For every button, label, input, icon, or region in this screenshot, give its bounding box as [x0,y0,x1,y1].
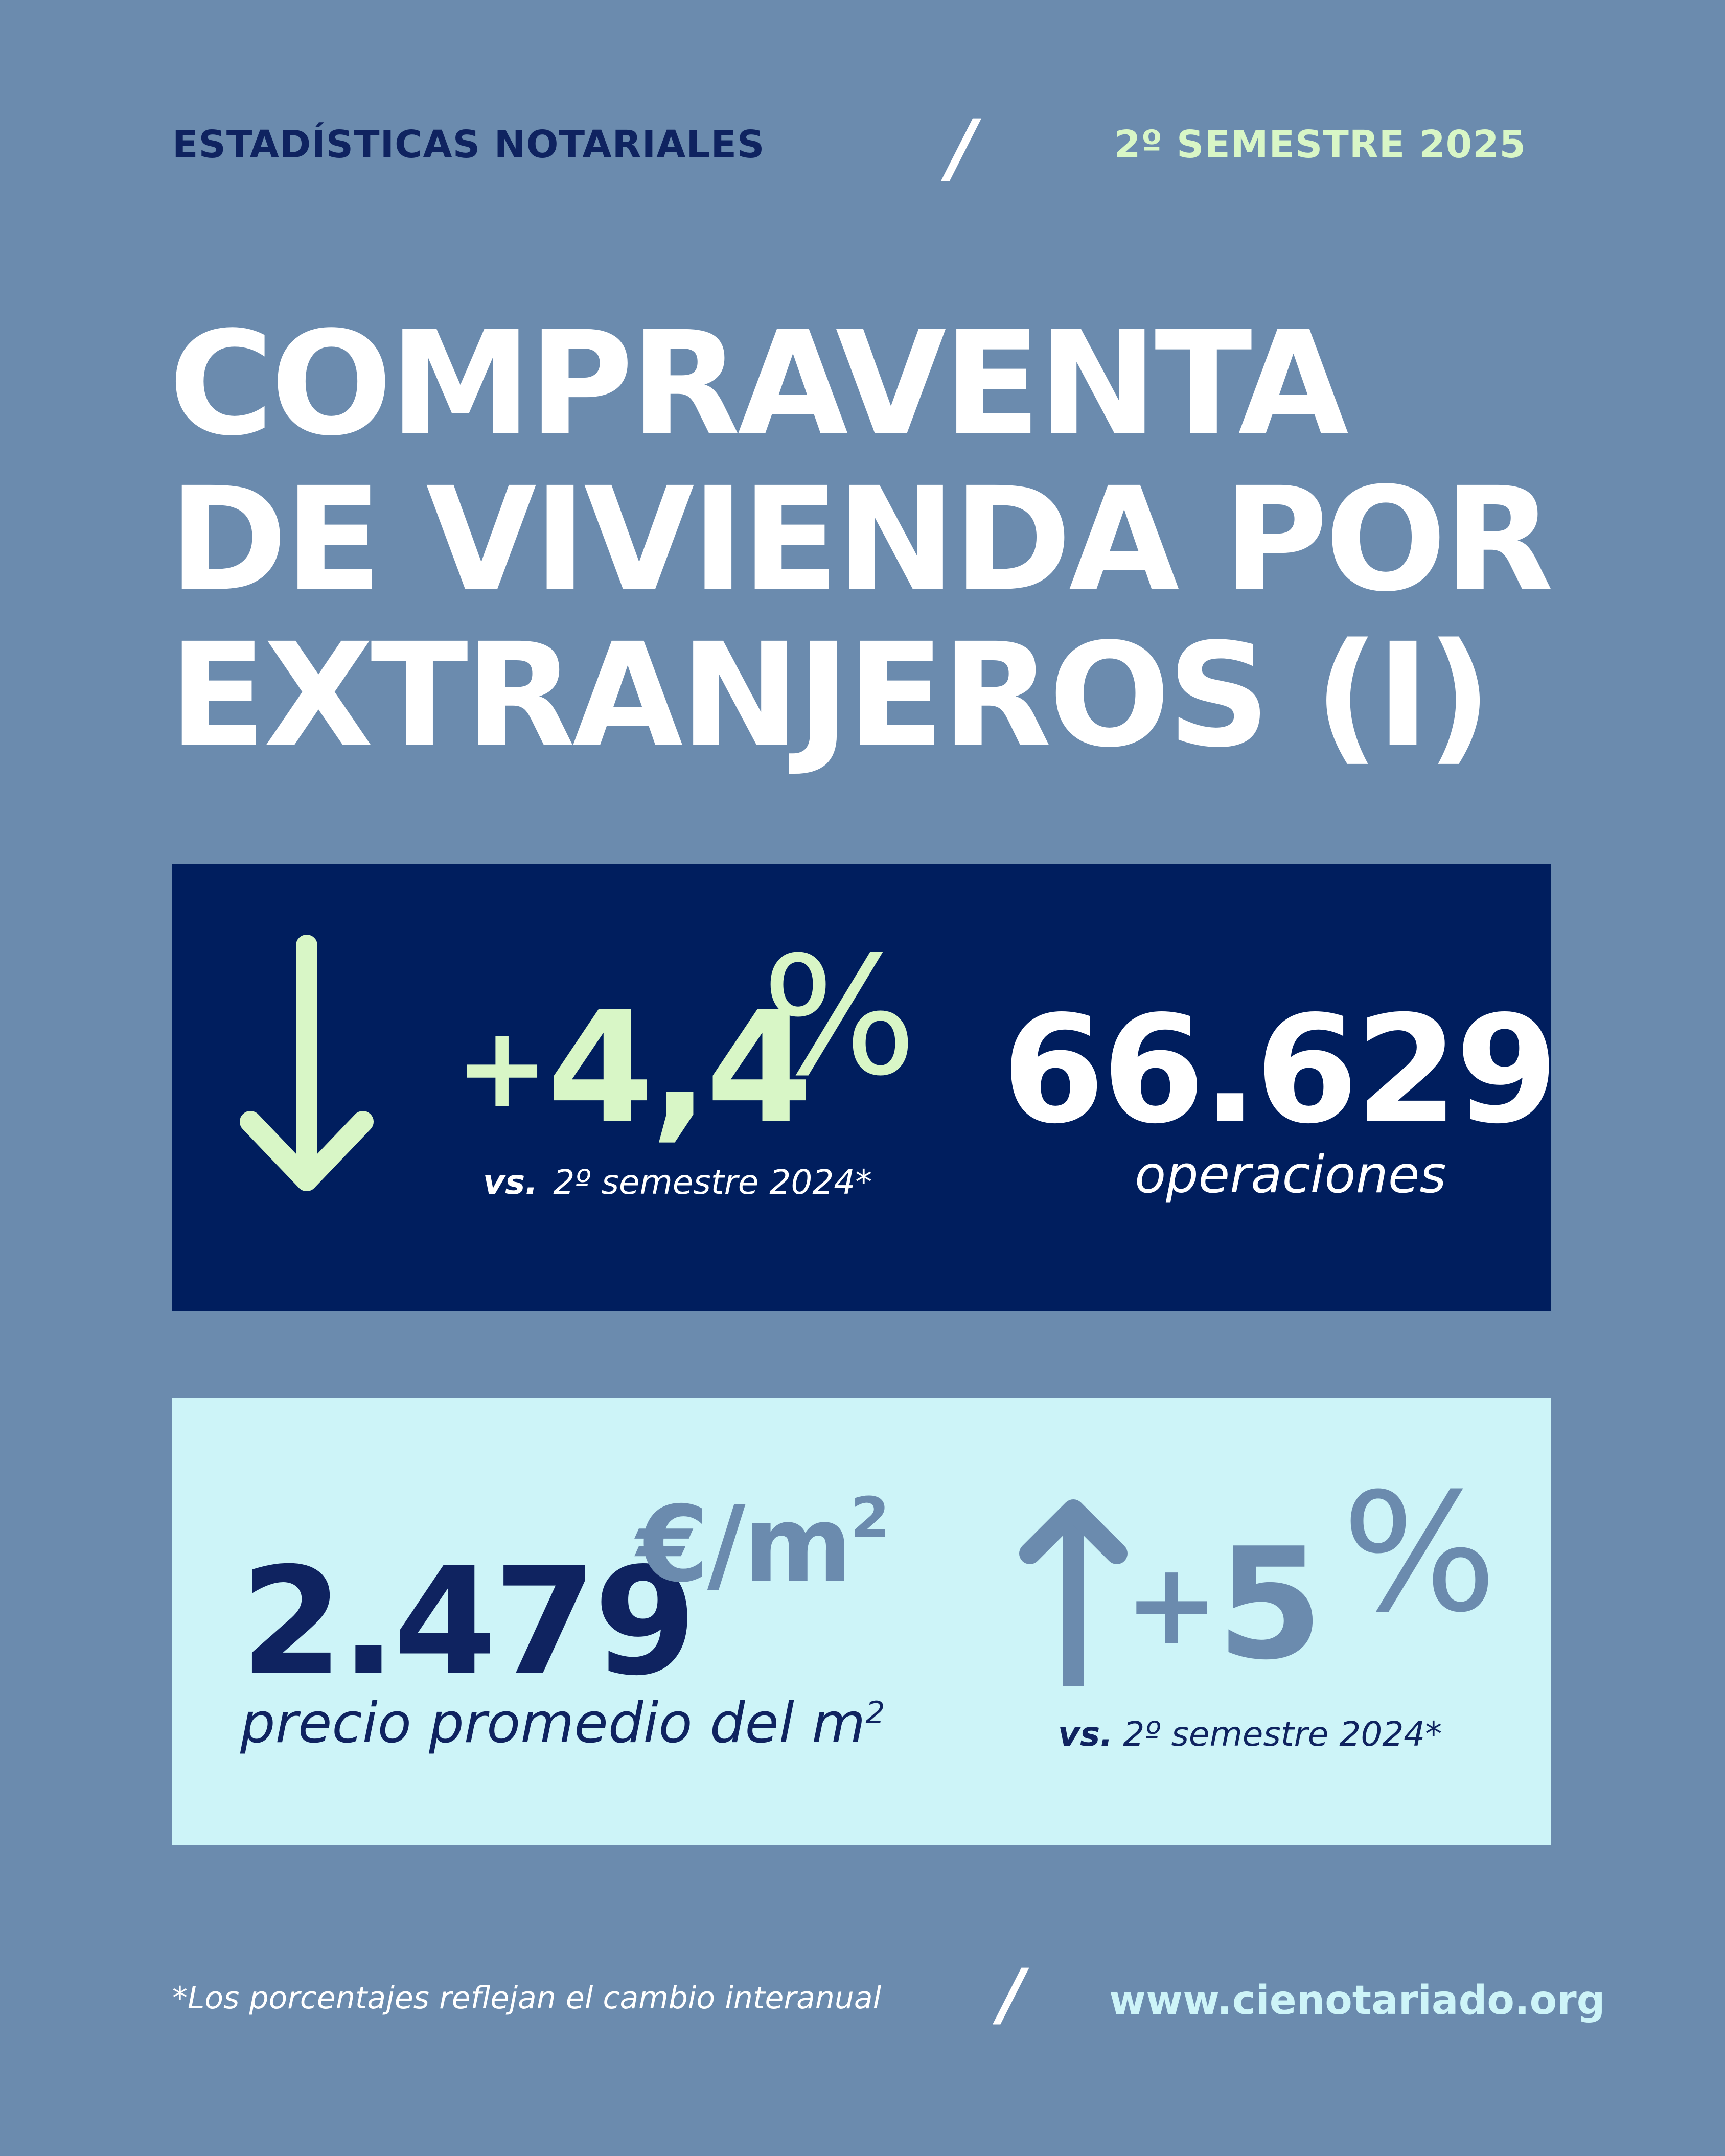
page-title: COMPRAVENTA DE VIVIENDA POR EXTRANJEROS … [169,307,1559,774]
header-period-label: 2º SEMESTRE 2025 [1114,123,1527,167]
price-comparison: vs. 2º semestre 2024* [1058,1714,1442,1754]
arrow-down-icon [240,935,374,1191]
header-separator: / [948,104,976,193]
operations-change-number: 4,4 [547,979,812,1157]
operations-comparison-text: 2º semestre 2024* [553,1163,872,1202]
price-percent-symbol: % [1342,1458,1498,1649]
price-comparison-prefix: vs. [1058,1714,1113,1754]
price-label: precio promedio del m2 [240,1691,885,1755]
price-label-exponent: 2 [865,1695,885,1731]
operations-comparison: vs. 2º semestre 2024* [483,1163,872,1202]
title-line-3: EXTRANJEROS (I) [169,613,1492,779]
price-value: 2.479 [240,1536,697,1708]
footer-separator: / [999,1954,1025,2034]
website-link[interactable]: www.cienotariado.org [1109,1978,1605,2024]
operations-change-sign: + [455,1002,549,1133]
price-unit-exponent: 2 [850,1485,890,1550]
header-section-label: ESTADÍSTICAS NOTARIALES [172,123,765,167]
price-label-text: precio promedio del m [240,1691,866,1755]
price-panel [172,1398,1551,1845]
operations-change-value: +4,4 [455,991,813,1145]
title-line-1: COMPRAVENTA [169,301,1349,468]
price-unit-text: €/m [636,1484,853,1606]
title-line-2: DE VIVIENDA POR [169,457,1554,623]
operations-panel [172,864,1551,1311]
footnote: *Los porcentajes reflejan el cambio inte… [172,1980,882,2016]
price-change-number: 5 [1216,1515,1323,1694]
price-comparison-text: 2º semestre 2024* [1123,1714,1442,1754]
operations-percent-symbol: % [762,922,917,1112]
arrow-up-icon [1019,1499,1128,1686]
price-change-sign: + [1124,1539,1218,1670]
price-change-value: +5 [1124,1528,1323,1681]
operations-comparison-prefix: vs. [483,1163,538,1202]
operations-count: 66.629 [1002,984,1558,1156]
price-unit: €/m2 [636,1490,890,1597]
operations-count-label: operaciones [1135,1145,1446,1204]
